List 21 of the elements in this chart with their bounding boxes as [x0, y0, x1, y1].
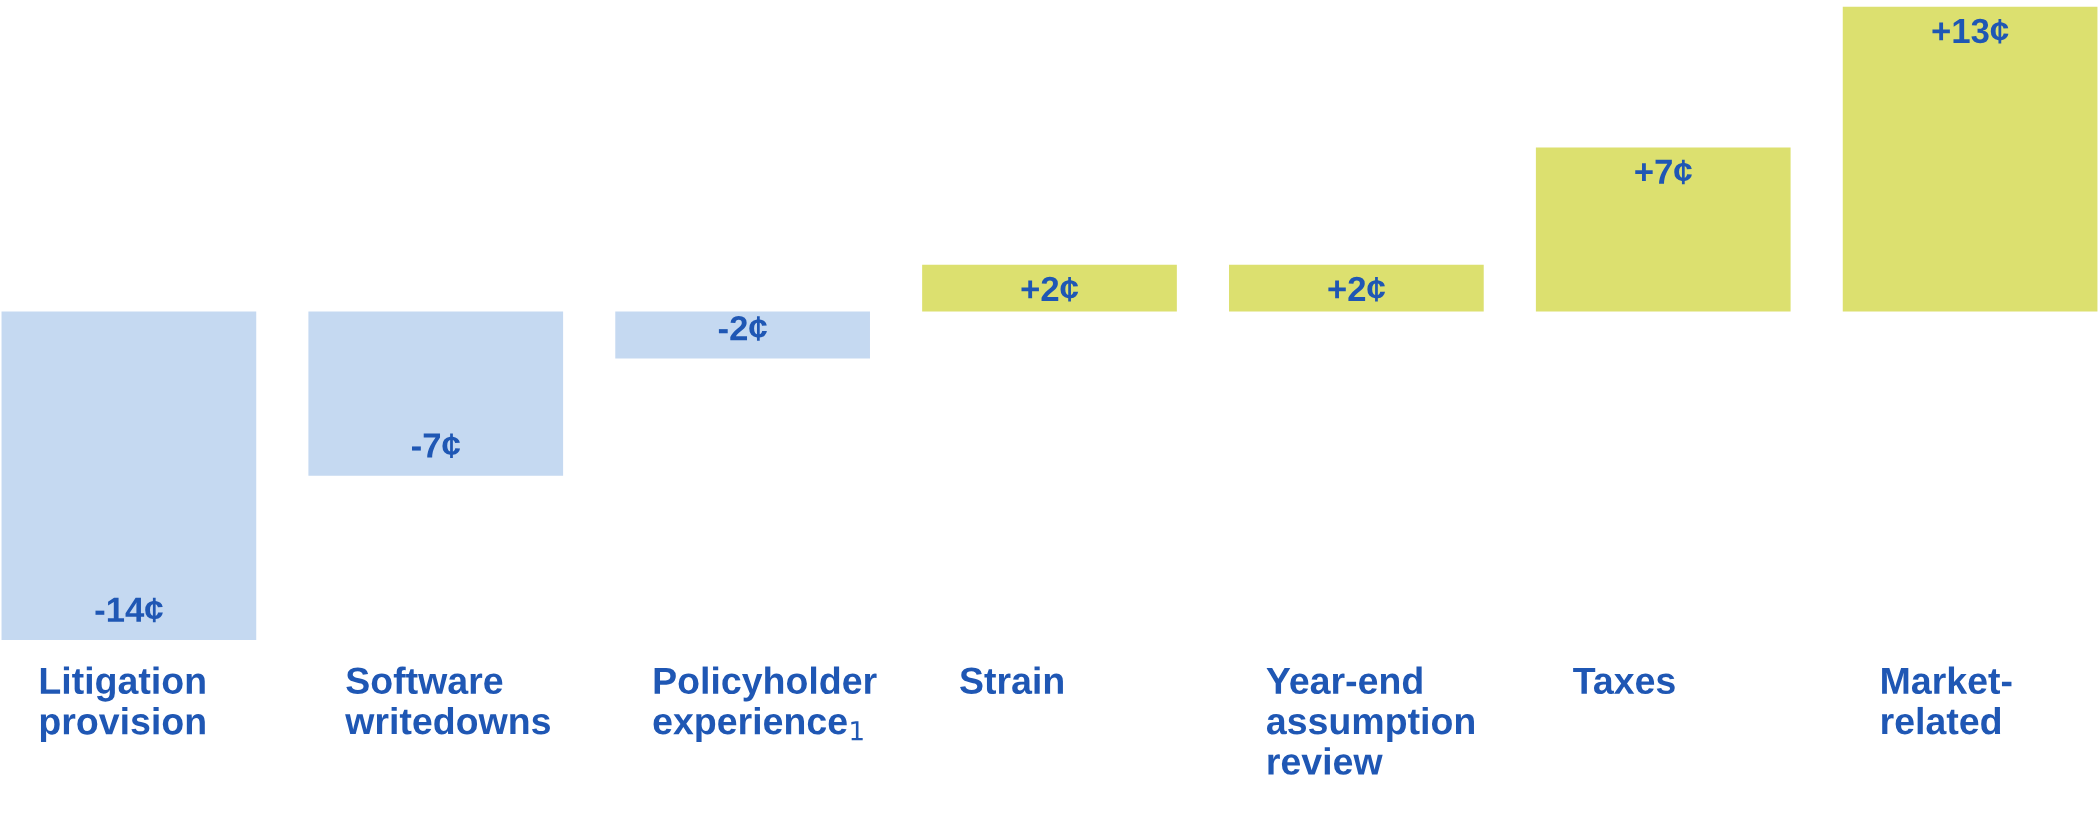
x-tick-label: Strain: [960, 666, 1063, 695]
bar: [1842, 6, 2098, 312]
data-label: +7¢: [1635, 159, 1692, 185]
data-label: +13¢: [1932, 18, 2009, 44]
x-tick-label: Year-end assumption review: [1266, 666, 1474, 775]
bar: [308, 311, 564, 476]
bar: [1, 311, 257, 641]
data-label: +2¢: [1021, 276, 1079, 302]
data-label: +2¢: [1328, 276, 1386, 302]
x-tick-label: Litigation provision: [40, 666, 205, 743]
x-tick-label: Software writedowns: [345, 666, 550, 735]
x-tick-label: Policyholder experience$_{1}$: [653, 666, 877, 742]
x-tick-label: Market- related: [1882, 666, 2012, 735]
data-label: -14¢: [95, 597, 163, 623]
data-label: -2¢: [718, 315, 767, 341]
bar: [1535, 147, 1791, 312]
bar: [922, 264, 1177, 312]
data-label: -7¢: [412, 433, 461, 459]
bar: [1229, 264, 1484, 312]
x-tick-label: Taxes: [1573, 667, 1675, 695]
bar: [615, 311, 870, 359]
